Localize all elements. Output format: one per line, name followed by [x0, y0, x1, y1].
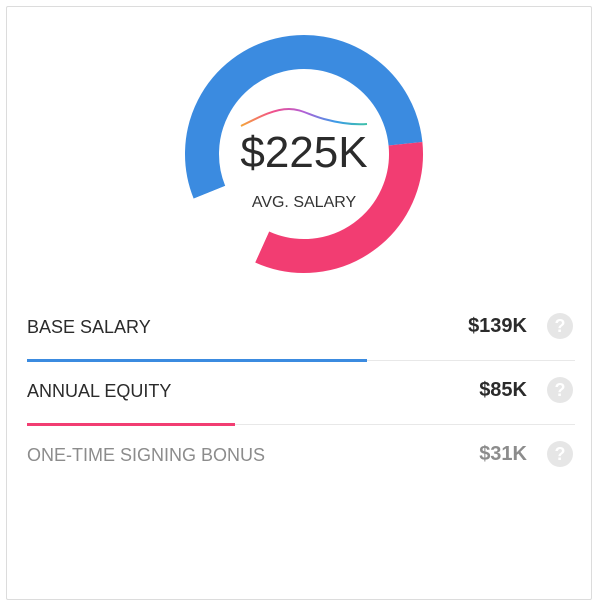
signing-bonus-help-icon[interactable]: ? [547, 441, 573, 467]
donut-svg [185, 35, 423, 273]
annual-equity-bar [27, 423, 236, 426]
base-salary-bar [27, 359, 367, 362]
salary-donut-chart: $225K AVG. SALARY [179, 29, 429, 279]
signing-bonus-label: ONE-TIME SIGNING BONUS [27, 445, 266, 465]
salary-distribution-wave-icon [240, 107, 368, 127]
annual-equity-row: ANNUAL EQUITY $85K ? [27, 361, 575, 426]
signing-bonus-segment [193, 185, 270, 263]
signing-bonus-value: $31K [479, 443, 527, 465]
base-salary-help-icon[interactable]: ? [547, 313, 573, 339]
annual-equity-value: $85K [479, 379, 527, 401]
base-salary-label: BASE SALARY [27, 317, 151, 337]
annual-equity-help-icon[interactable]: ? [547, 377, 573, 403]
row-divider [27, 424, 575, 425]
base-salary-value: $139K [468, 315, 527, 337]
salary-card: $225K AVG. SALARY BASE SALARY $139K ? AN… [6, 6, 592, 600]
annual-equity-label: ANNUAL EQUITY [27, 381, 172, 401]
annual-equity-segment [255, 142, 423, 273]
signing-bonus-row: ONE-TIME SIGNING BONUS $31K ? [27, 425, 575, 489]
base-salary-segment [185, 35, 423, 199]
average-salary-amount: $225K [240, 128, 368, 177]
average-salary-label: AVG. SALARY [251, 194, 357, 211]
base-salary-row: BASE SALARY $139K ? [27, 297, 575, 362]
